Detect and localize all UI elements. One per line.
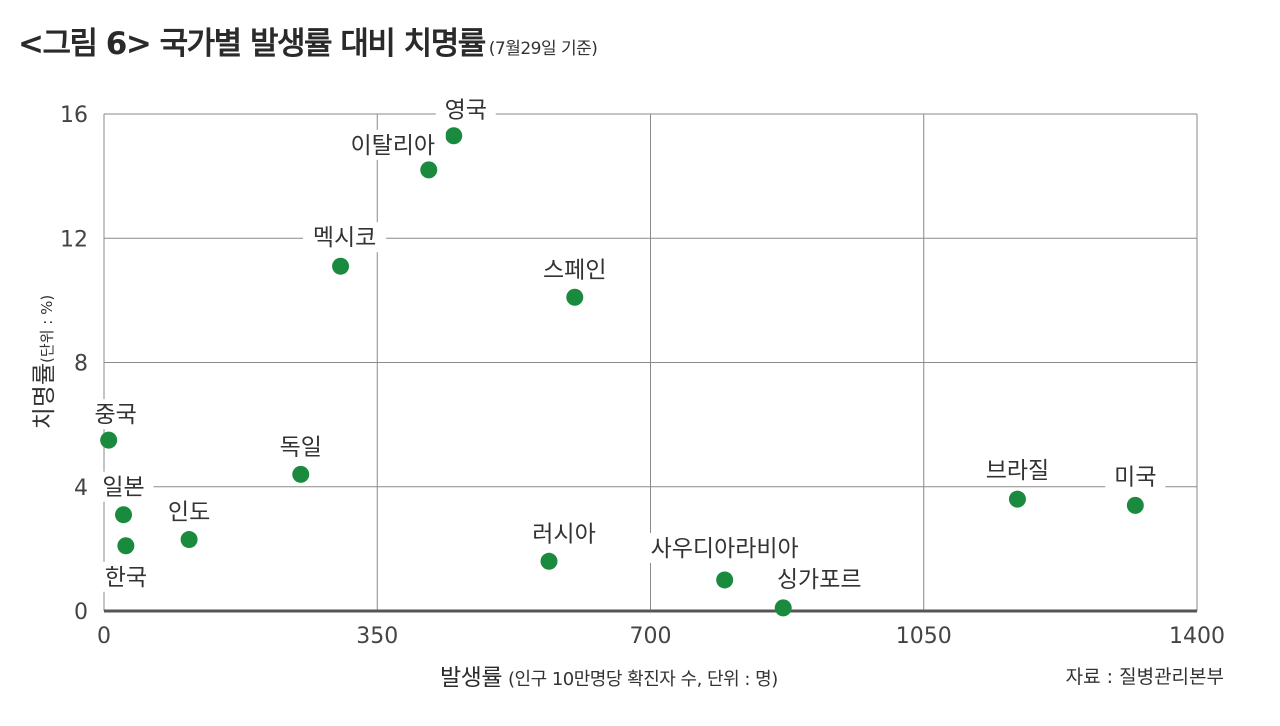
data-point [445,127,463,145]
data-point [1008,490,1026,508]
x-tick-label: 1400 [1169,624,1225,649]
point-layer [100,127,1144,617]
point-label-bg [975,455,1059,486]
chart-title: <그림 6> 국가별 발생률 대비 치명률 [18,26,486,62]
point-label: 브라질 [986,458,1049,484]
x-tick-label: 0 [97,624,111,649]
x-axis-label: 발생률 [440,665,502,691]
point-label: 중국 [95,402,137,428]
x-tick-label: 1050 [896,624,952,649]
point-label: 멕시코 [313,225,376,251]
y-tick-label: 16 [60,103,88,128]
y-tick-label: 8 [74,352,88,377]
y-axis-unit: (단위 : %) [38,295,56,363]
chart-title-block: <그림 6> 국가별 발생률 대비 치명률 (7월29일 기준) [18,18,598,63]
point-label: 미국 [1114,464,1156,490]
source-note: 자료 : 질병관리본부 [1065,666,1224,688]
point-label: 한국 [105,565,147,591]
y-axis-title: 치명률(단위 : %) [30,295,58,429]
y-axis-label: 치명률 [30,363,58,429]
point-label-bg [303,222,387,253]
data-point [115,506,133,524]
point-label-bg [533,254,617,285]
data-point [117,537,135,555]
point-label-bg [93,471,154,502]
y-tick-label: 12 [60,227,88,252]
point-label-bg [435,94,496,125]
x-axis-title: 발생률 (인구 10만명당 확진자 수, 단위 : 명) [440,658,778,692]
point-label: 영국 [445,98,487,124]
point-label-bg [95,561,156,592]
axis-layer: 0 350 700 1050 1400 0 4 8 12 16 [60,103,1225,649]
x-tick-label: 350 [356,624,398,649]
point-label: 싱가포르 [777,567,862,593]
data-point [180,531,198,549]
data-point [716,571,734,589]
data-point [420,161,438,179]
x-axis-unit: (인구 10만명당 확진자 수, 단위 : 명) [507,669,778,690]
point-label: 러시아 [532,521,595,547]
x-tick-label: 700 [630,624,672,649]
point-label: 일본 [102,475,144,501]
data-point [332,257,350,275]
point-label-bg [637,532,813,563]
point-label: 이탈리아 [350,133,435,159]
data-point [100,431,118,449]
point-label-bg [85,399,146,430]
y-tick-label: 0 [74,600,88,625]
data-point [1126,496,1144,514]
point-label-bg [1105,461,1166,492]
data-point [566,288,584,306]
point-label-bg [339,129,446,160]
data-point [540,552,558,570]
chart-subtitle: (7월29일 기준) [488,39,598,59]
data-point [292,465,310,483]
point-label: 독일 [280,434,322,460]
point-label-bg [522,518,606,549]
point-label-bg [159,496,220,527]
data-point [774,599,792,617]
point-label: 사우디아라비아 [651,536,799,562]
y-tick-label: 4 [74,476,88,501]
point-label: 스페인 [543,257,606,283]
point-label-bg [766,563,873,594]
grid-layer [103,113,1198,611]
point-label: 인도 [168,500,210,526]
point-label-bg [270,431,331,462]
